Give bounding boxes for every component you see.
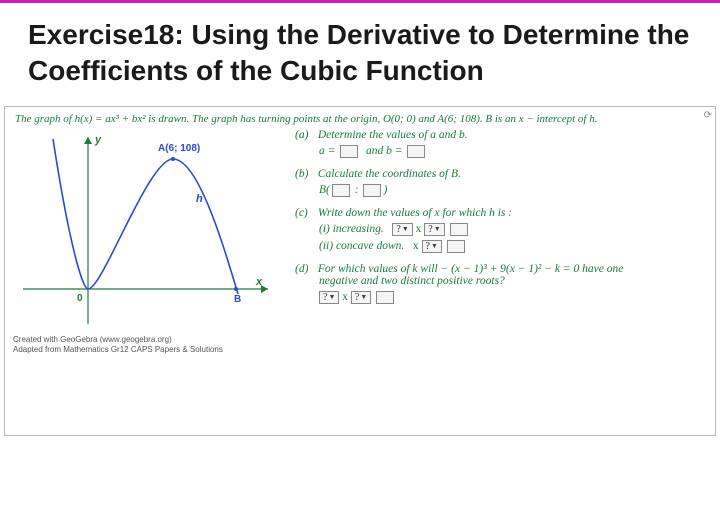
qa-label: (a) [295, 129, 315, 141]
credit-line-2: Adapted from Mathematics Gr12 CAPS Paper… [13, 345, 283, 355]
qc-ii: (ii) concave down. x ?▼ [319, 240, 707, 253]
qcii-label: (ii) [319, 240, 333, 252]
graph-column: y x A(6; 108) h 0 B Created with GeoGebr… [13, 129, 283, 356]
dropdown-icon: ▼ [431, 242, 438, 250]
x-axis-label: x [255, 276, 263, 288]
problem-statement: The graph of h(x) = ax³ + bx² is drawn. … [5, 107, 715, 129]
question-a: (a) Determine the values of a and b. a =… [295, 129, 707, 158]
dropdown-icon: ▼ [360, 293, 367, 301]
point-b-marker [234, 287, 238, 291]
dropdown-icon: ▼ [402, 225, 409, 233]
panel-options-icon[interactable]: ⟳ [704, 110, 712, 121]
origin-label: 0 [77, 293, 83, 304]
y-axis-arrow [84, 137, 92, 144]
select-ci-2[interactable]: ?▼ [424, 223, 444, 236]
cubic-curve [53, 139, 238, 294]
graph-credits: Created with GeoGebra (www.geogebra.org)… [13, 335, 283, 356]
qcii-text: concave down. [336, 240, 404, 252]
questions-column: (a) Determine the values of a and b. a =… [283, 129, 707, 356]
question-b: (b) Calculate the coordinates of B. B( :… [295, 168, 707, 197]
qcii-var: x [413, 240, 419, 252]
qb-label: (b) [295, 168, 315, 180]
qb-inputs: B( : ) [319, 184, 707, 197]
input-d[interactable] [376, 291, 394, 304]
qc-text: Write down the values of x for which h i… [318, 207, 512, 219]
header: Exercise18: Using the Derivative to Dete… [0, 3, 720, 102]
qb-open: B( [319, 184, 330, 196]
qci-var: x [416, 223, 422, 235]
point-a-label: A(6; 108) [158, 143, 200, 154]
qd-text2: negative and two distinct positive roots… [319, 275, 707, 287]
select-d-2[interactable]: ?▼ [351, 291, 371, 304]
curve-label: h [196, 193, 203, 205]
qc-i: (i) increasing. ?▼ x ?▼ [319, 223, 707, 236]
qci-label: (i) [319, 223, 330, 235]
qb-sep: : [355, 184, 359, 196]
qa-and: and b = [366, 145, 403, 157]
qd-label: (d) [295, 263, 315, 275]
qd-text1: For which values of k will − (x − 1)³ + … [318, 263, 623, 275]
qb-close: ) [383, 184, 387, 196]
dropdown-icon: ▼ [328, 293, 335, 301]
qd-var: x [342, 291, 348, 303]
select-ci-1[interactable]: ?▼ [392, 223, 412, 236]
qa-inputs: a = and b = [319, 145, 707, 158]
y-axis-label: y [94, 134, 102, 146]
input-bx[interactable] [332, 184, 350, 197]
qc-label: (c) [295, 207, 315, 219]
input-ci[interactable] [450, 223, 468, 236]
question-c: (c) Write down the values of x for which… [295, 207, 707, 253]
point-a-marker [171, 157, 175, 161]
qa-text: Determine the values of a and b. [318, 129, 468, 141]
input-b[interactable] [407, 145, 425, 158]
input-by[interactable] [363, 184, 381, 197]
qb-text: Calculate the coordinates of B. [318, 168, 461, 180]
exercise-panel: ⟳ The graph of h(x) = ax³ + bx² is drawn… [4, 106, 716, 436]
input-cii[interactable] [447, 240, 465, 253]
credit-line-1: Created with GeoGebra (www.geogebra.org) [13, 335, 283, 345]
select-cii[interactable]: ?▼ [422, 240, 442, 253]
qci-text: increasing. [333, 223, 384, 235]
select-d-1[interactable]: ?▼ [319, 291, 339, 304]
qa-a-eq: a = [319, 145, 335, 157]
input-a[interactable] [340, 145, 358, 158]
cubic-graph: y x A(6; 108) h 0 B [13, 129, 283, 329]
page-title: Exercise18: Using the Derivative to Dete… [28, 17, 692, 90]
content-body: y x A(6; 108) h 0 B Created with GeoGebr… [5, 129, 715, 356]
dropdown-icon: ▼ [434, 225, 441, 233]
question-d: (d) For which values of k will − (x − 1)… [295, 263, 707, 304]
qd-inputs: ?▼ x ?▼ [319, 291, 707, 304]
point-b-label: B [234, 294, 241, 305]
